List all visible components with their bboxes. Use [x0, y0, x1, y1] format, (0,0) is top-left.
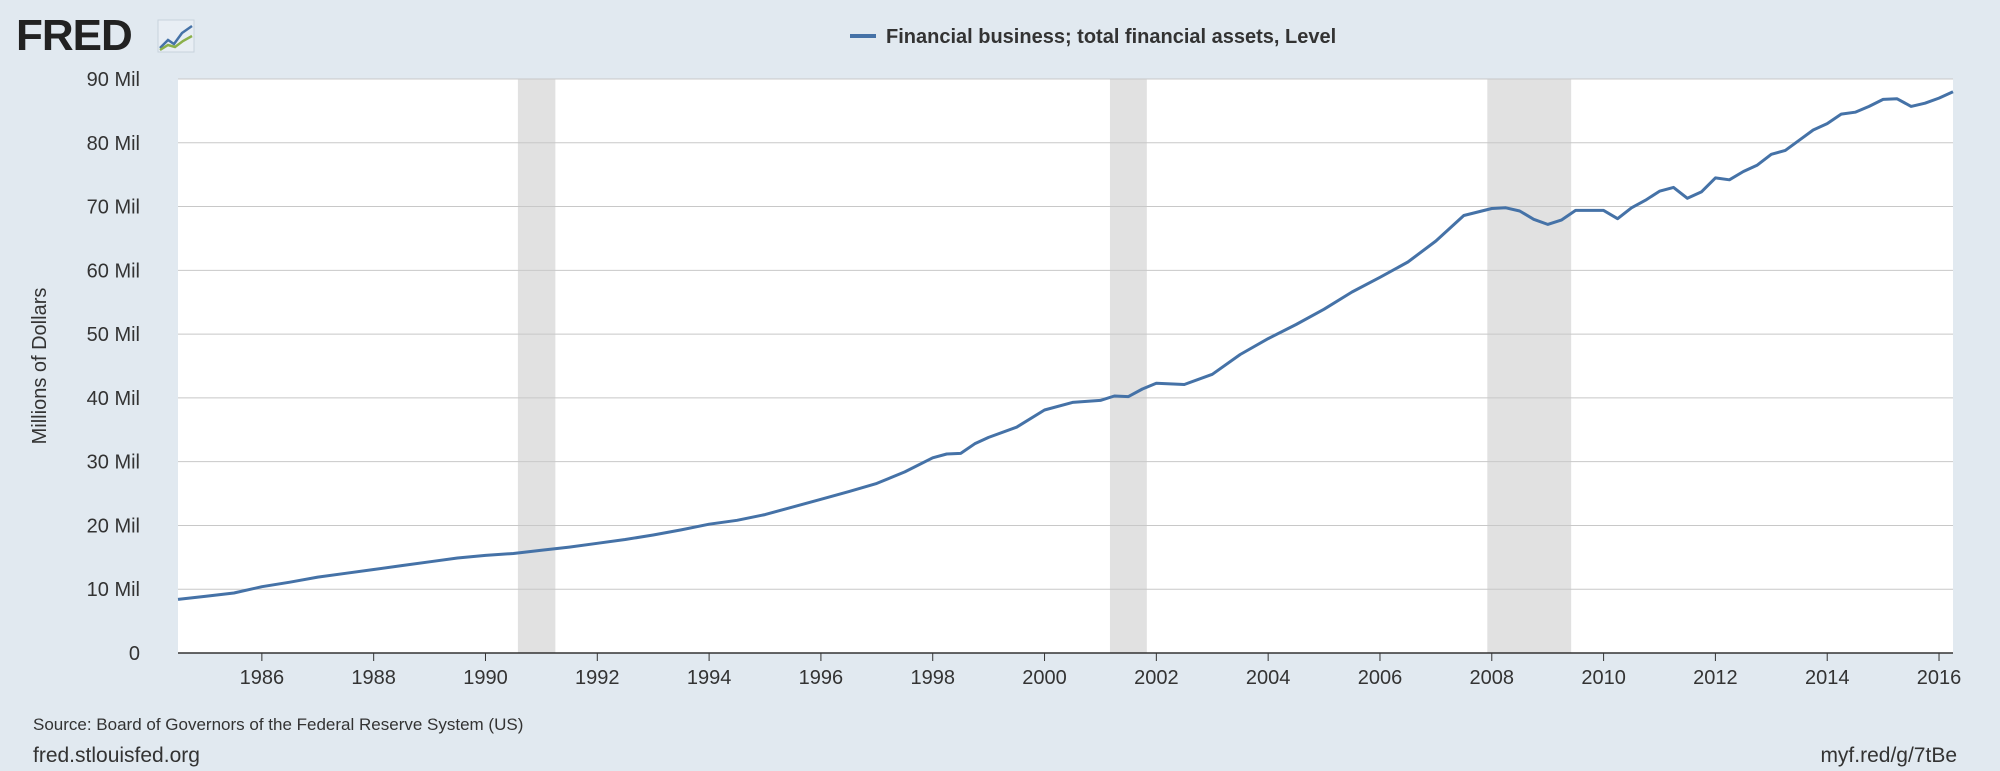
x-tick-label: 1994	[687, 667, 732, 689]
x-tick-label: 2014	[1805, 667, 1850, 689]
recession-band-1	[1109, 79, 1147, 653]
series-line-0	[177, 90, 1954, 601]
y-tick-label: 10 Mil	[87, 579, 140, 601]
plot-area	[178, 79, 1953, 653]
gridlines	[178, 78, 1953, 654]
source-note: Source: Board of Governors of the Federa…	[33, 715, 523, 734]
recession-band-2	[1487, 79, 1572, 653]
recession-bands	[517, 79, 1572, 653]
y-axis-ticks: 0 10 Mil 20 Mil 30 Mil 40 Mil 50 Mil 60 Mil 70 …	[87, 69, 140, 665]
fred-logo-text: FRED	[16, 11, 132, 60]
x-tick-label: 1998	[910, 667, 955, 689]
x-tick-label: 2004	[1246, 667, 1291, 689]
y-axis-label: Millions of Dollars	[29, 288, 51, 445]
y-tick-label: 30 Mil	[87, 452, 140, 474]
x-tick-label: 2006	[1358, 667, 1403, 689]
fred-logo-graph-icon	[157, 19, 195, 53]
x-tick-label: 2016	[1917, 667, 1962, 689]
x-tick-label: 1996	[799, 667, 844, 689]
x-tick-label: 2000	[1022, 667, 1067, 689]
series-layer	[177, 90, 1954, 601]
x-tick-label: 2008	[1470, 667, 1515, 689]
y-tick-label: 0	[129, 643, 140, 665]
y-tick-label: 80 Mil	[87, 133, 140, 155]
x-tick-label: 2010	[1581, 667, 1626, 689]
x-axis-ticks: 1986 1988 1990 1992 1994 1996 1998 2000 2002 2004…	[240, 653, 1962, 689]
y-tick-label: 60 Mil	[87, 260, 140, 282]
x-tick-label: 1988	[351, 667, 396, 689]
fred-logo[interactable]: FRED	[16, 11, 195, 60]
x-tick-label: 2012	[1693, 667, 1738, 689]
y-tick-label: 70 Mil	[87, 197, 140, 219]
short-link[interactable]: myf.red/g/7tBe	[1820, 744, 1957, 767]
x-tick-label: 1992	[575, 667, 620, 689]
x-tick-label: 2002	[1134, 667, 1179, 689]
y-tick-label: 20 Mil	[87, 515, 140, 537]
x-tick-label: 1990	[463, 667, 508, 689]
legend: Financial business; total financial asse…	[850, 26, 1336, 48]
site-link[interactable]: fred.stlouisfed.org	[33, 744, 200, 767]
recession-band-0	[517, 79, 556, 653]
y-tick-label: 50 Mil	[87, 324, 140, 346]
legend-series-label: Financial business; total financial asse…	[886, 26, 1336, 48]
x-tick-label: 1986	[240, 667, 285, 689]
y-tick-label: 40 Mil	[87, 388, 140, 410]
y-tick-label: 90 Mil	[87, 69, 140, 91]
